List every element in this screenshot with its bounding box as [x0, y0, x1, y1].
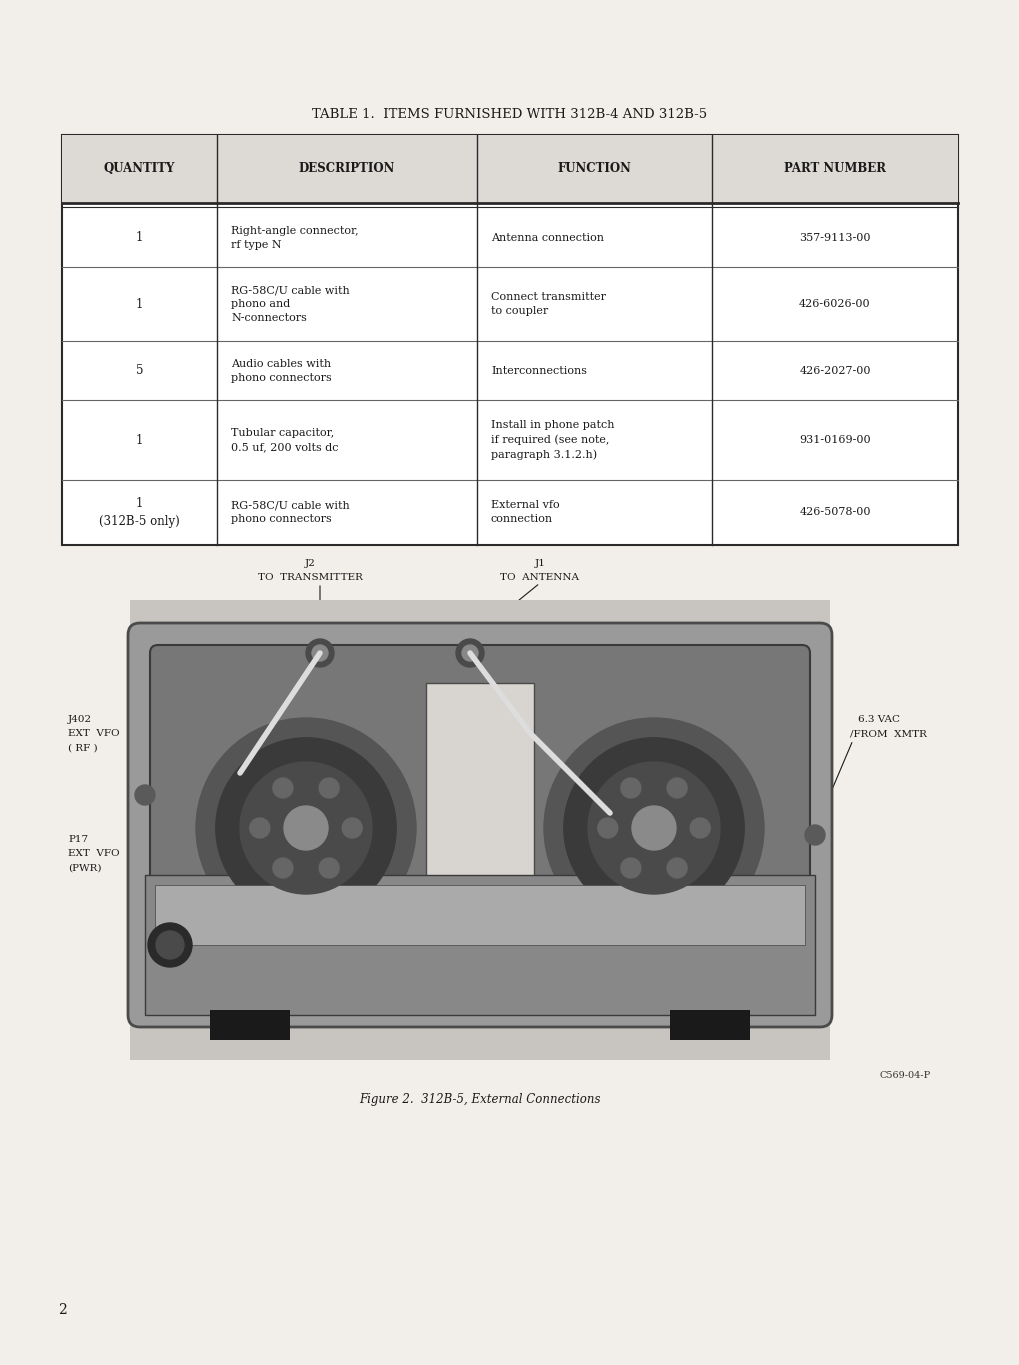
- Circle shape: [543, 718, 763, 938]
- Text: Install in phone patch
if required (see note,
paragraph 3.1.2.h): Install in phone patch if required (see …: [490, 420, 613, 460]
- Text: 5: 5: [136, 364, 143, 377]
- FancyBboxPatch shape: [150, 646, 809, 1005]
- Text: Interconnections: Interconnections: [490, 366, 586, 375]
- Text: J2: J2: [305, 560, 315, 568]
- Text: Right-angle connector,
rf type N: Right-angle connector, rf type N: [230, 225, 359, 250]
- Bar: [431, 904, 475, 917]
- Circle shape: [319, 778, 338, 799]
- Bar: [145, 875, 814, 1016]
- Circle shape: [216, 738, 395, 919]
- Text: 6.3 VAC: 6.3 VAC: [857, 715, 899, 725]
- Text: EXT  VFO: EXT VFO: [68, 729, 119, 738]
- Text: 357-9113-00: 357-9113-00: [799, 232, 870, 243]
- Circle shape: [632, 805, 676, 850]
- Circle shape: [587, 762, 719, 894]
- Bar: [129, 601, 829, 1061]
- Circle shape: [621, 778, 640, 799]
- Text: RG-58C/U cable with
phono connectors: RG-58C/U cable with phono connectors: [230, 501, 350, 524]
- Bar: [426, 682, 534, 893]
- Circle shape: [666, 859, 687, 878]
- Text: DESCRIPTION: DESCRIPTION: [299, 162, 394, 176]
- Bar: [155, 885, 804, 945]
- Text: QUANTITY: QUANTITY: [104, 162, 175, 176]
- FancyBboxPatch shape: [127, 622, 832, 1026]
- Text: 426-5078-00: 426-5078-00: [799, 508, 870, 517]
- Text: ( RF ): ( RF ): [68, 744, 98, 752]
- Circle shape: [804, 824, 824, 845]
- Circle shape: [597, 818, 618, 838]
- Text: Antenna connection: Antenna connection: [490, 232, 603, 243]
- Circle shape: [156, 931, 183, 960]
- Bar: [62, 135, 957, 545]
- Circle shape: [250, 818, 270, 838]
- Text: Connect transmitter
to coupler: Connect transmitter to coupler: [490, 292, 605, 317]
- Text: P17: P17: [68, 835, 88, 845]
- Circle shape: [312, 646, 328, 661]
- Text: RG-58C/U cable with
phono and
N-connectors: RG-58C/U cable with phono and N-connecto…: [230, 285, 350, 324]
- Text: TABLE 1.  ITEMS FURNISHED WITH 312B-4 AND 312B-5: TABLE 1. ITEMS FURNISHED WITH 312B-4 AND…: [312, 108, 707, 121]
- Circle shape: [283, 805, 328, 850]
- Circle shape: [621, 859, 640, 878]
- Text: EXT  VFO: EXT VFO: [68, 849, 119, 859]
- Circle shape: [273, 859, 292, 878]
- Text: J402: J402: [68, 715, 92, 725]
- Text: FUNCTION: FUNCTION: [557, 162, 631, 176]
- Bar: [484, 904, 528, 917]
- Text: 1: 1: [136, 298, 143, 311]
- Bar: [62, 135, 957, 203]
- Circle shape: [319, 859, 338, 878]
- Circle shape: [341, 818, 362, 838]
- Circle shape: [196, 718, 416, 938]
- Circle shape: [273, 778, 292, 799]
- Text: Tubular capacitor,
0.5 uf, 200 volts dc: Tubular capacitor, 0.5 uf, 200 volts dc: [230, 429, 338, 452]
- Text: /FROM  XMTR: /FROM XMTR: [849, 729, 926, 738]
- Text: (PWR): (PWR): [68, 864, 102, 872]
- Text: 931-0169-00: 931-0169-00: [799, 435, 870, 445]
- Text: Figure 2.  312B-5, External Connections: Figure 2. 312B-5, External Connections: [359, 1093, 600, 1107]
- Text: Audio cables with
phono connectors: Audio cables with phono connectors: [230, 359, 331, 382]
- Circle shape: [690, 818, 709, 838]
- Text: PART NUMBER: PART NUMBER: [784, 162, 886, 176]
- Text: 2: 2: [57, 1304, 66, 1317]
- Text: J1: J1: [534, 560, 545, 568]
- Bar: [669, 1010, 749, 1040]
- Circle shape: [666, 778, 687, 799]
- Circle shape: [462, 646, 478, 661]
- Text: External vfo
connection: External vfo connection: [490, 501, 559, 524]
- Text: 1: 1: [136, 434, 143, 446]
- Circle shape: [239, 762, 372, 894]
- Circle shape: [148, 923, 192, 966]
- Text: TO  TRANSMITTER: TO TRANSMITTER: [258, 573, 362, 583]
- Text: 1: 1: [136, 231, 143, 244]
- Circle shape: [135, 785, 155, 805]
- Circle shape: [455, 639, 484, 667]
- Bar: [210, 1010, 289, 1040]
- Text: C569-04-P: C569-04-P: [879, 1070, 930, 1080]
- Circle shape: [564, 738, 744, 919]
- Circle shape: [306, 639, 333, 667]
- Text: 426-2027-00: 426-2027-00: [799, 366, 870, 375]
- Text: TO  ANTENNA: TO ANTENNA: [500, 573, 579, 583]
- Text: 1
(312B-5 only): 1 (312B-5 only): [99, 497, 179, 528]
- Text: 426-6026-00: 426-6026-00: [799, 299, 870, 308]
